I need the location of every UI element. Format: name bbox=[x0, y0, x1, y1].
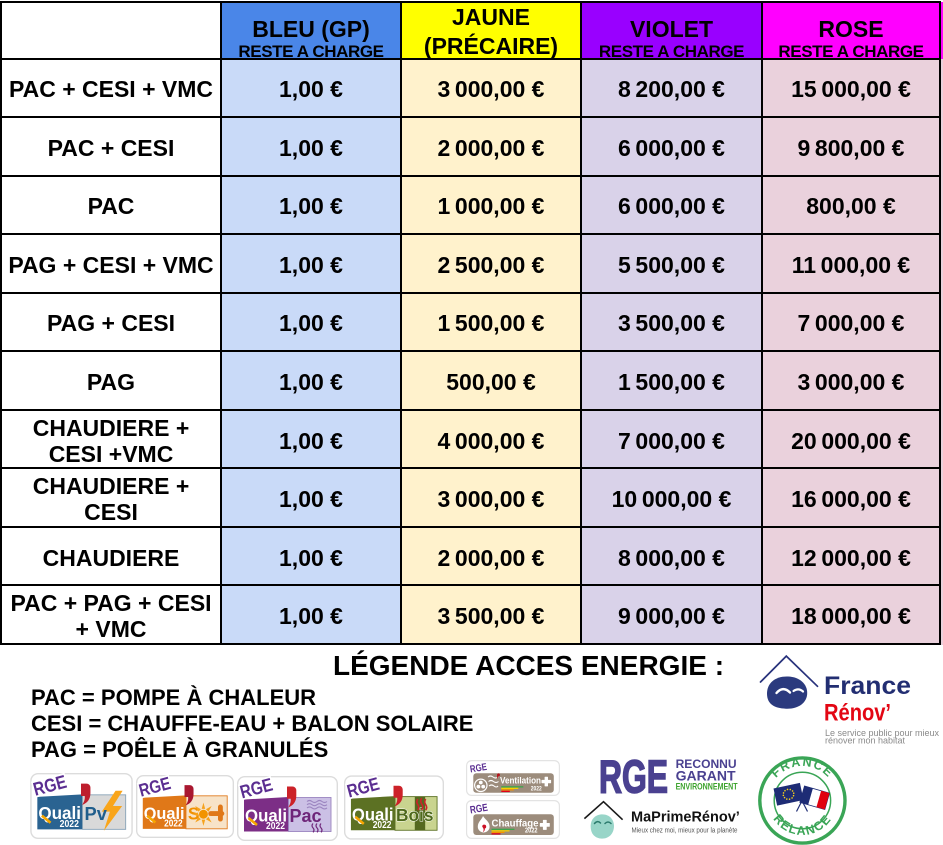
svg-text:GARANT: GARANT bbox=[676, 768, 736, 784]
svg-text:ENVIRONNEMENT: ENVIRONNEMENT bbox=[676, 782, 738, 792]
svg-text:Pv: Pv bbox=[85, 803, 108, 824]
svg-text:Rénov’: Rénov’ bbox=[824, 700, 891, 727]
svg-text:France: France bbox=[824, 672, 911, 700]
svg-text:rénover mon habitat: rénover mon habitat bbox=[825, 736, 906, 746]
svg-text:2022: 2022 bbox=[266, 821, 285, 832]
svg-text:FRANCE: FRANCE bbox=[768, 756, 836, 780]
svg-text:Ventilation: Ventilation bbox=[500, 776, 541, 786]
svg-text:Mieux chez moi, mieux pour la: Mieux chez moi, mieux pour la planète bbox=[632, 828, 738, 835]
svg-text:Quali: Quali bbox=[38, 803, 81, 823]
svg-text:RGE: RGE bbox=[238, 776, 275, 802]
svg-text:2022: 2022 bbox=[60, 819, 80, 830]
svg-text:Le service public pour mieux: Le service public pour mieux bbox=[825, 728, 940, 738]
svg-text:S: S bbox=[188, 804, 200, 824]
svg-text:2022: 2022 bbox=[525, 828, 538, 835]
svg-text:RGE: RGE bbox=[469, 802, 489, 817]
svg-text:Quali: Quali bbox=[352, 804, 394, 824]
svg-text:RGE: RGE bbox=[599, 752, 668, 798]
svg-text:Chauffage: Chauffage bbox=[492, 818, 539, 829]
svg-text:Bois: Bois bbox=[396, 805, 434, 825]
svg-text:2022: 2022 bbox=[531, 785, 542, 792]
svg-text:MaPrimeRénov’: MaPrimeRénov’ bbox=[631, 809, 740, 825]
svg-text:Pac: Pac bbox=[290, 806, 322, 826]
svg-text:2022: 2022 bbox=[164, 819, 182, 830]
svg-text:Quali: Quali bbox=[245, 806, 287, 826]
svg-text:Quali: Quali bbox=[144, 804, 185, 823]
svg-text:RELANCE: RELANCE bbox=[771, 812, 835, 838]
svg-text:RECONNU: RECONNU bbox=[676, 759, 737, 771]
svg-text:RGE: RGE bbox=[469, 762, 488, 776]
svg-text:2022: 2022 bbox=[373, 820, 392, 831]
